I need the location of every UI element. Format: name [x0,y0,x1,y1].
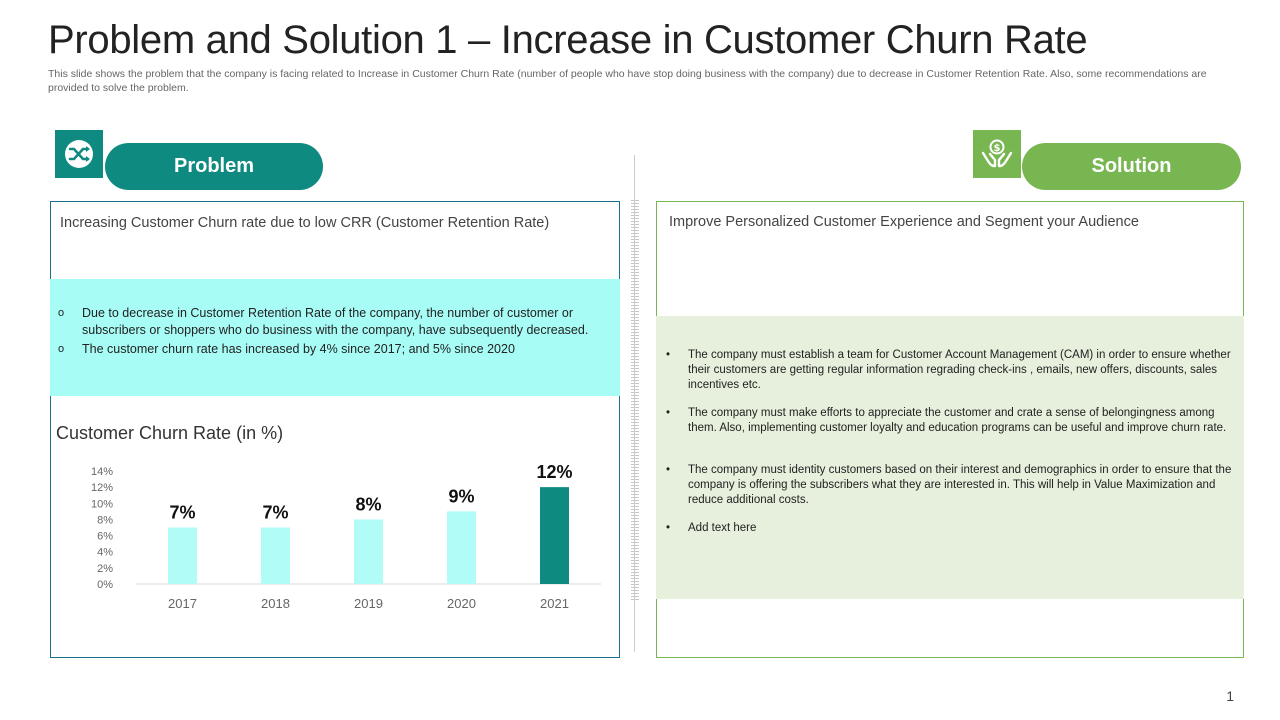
y-tick-label: 14% [91,466,113,478]
column-divider [631,155,639,652]
y-tick-label: 6% [97,531,113,543]
y-tick-label: 10% [91,498,113,510]
x-tick-label: 2019 [354,596,383,611]
y-tick-label: 12% [91,482,113,494]
hand-money-icon: $ [973,130,1021,178]
solution-bullet: • The company must make efforts to apprec… [666,407,1227,434]
y-tick-label: 4% [97,547,113,559]
chart-title: Customer Churn Rate (in %) [56,423,284,443]
bar-value-label: 12% [536,462,572,482]
problem-bullet: o The customer churn rate has increased b… [58,342,515,356]
problem-details-box: o Due to decrease in Customer Retention R… [50,279,620,396]
svg-text:$: $ [994,143,1001,154]
problem-label: Problem [105,143,323,190]
solution-heading: Improve Personalized Customer Experience… [669,214,1139,230]
bar-2020 [447,511,476,584]
solution-label: Solution [1022,143,1241,190]
slide-subtitle: This slide shows the problem that the co… [48,68,1207,94]
problem-bullet: o Due to decrease in Customer Retention R… [58,306,589,337]
bar-2018 [261,527,290,584]
solution-details-box: • The company must establish a team for C… [656,316,1244,599]
bar-value-label: 7% [262,503,288,523]
solution-panel: Improve Personalized Customer Experience… [656,201,1244,658]
bar-value-label: 8% [355,494,381,514]
slide-title: Problem and Solution 1 – Increase in Cus… [48,18,1088,62]
problem-heading: Increasing Customer Churn rate due to lo… [60,215,550,231]
bar-2021 [540,487,569,584]
shuffle-icon [55,130,103,178]
bar-2019 [354,519,383,584]
bar-value-label: 7% [169,503,195,523]
problem-panel: Increasing Customer Churn rate due to lo… [50,201,620,658]
bar-2017 [168,527,197,584]
solution-bullet: • The company must identity customers bas… [666,464,1232,506]
y-tick-label: 0% [97,579,113,591]
solution-bullet: • The company must establish a team for C… [666,349,1231,391]
y-tick-label: 8% [97,514,113,526]
x-tick-label: 2018 [261,596,290,611]
bar-value-label: 9% [448,486,474,506]
x-tick-label: 2021 [540,596,569,611]
y-tick-label: 2% [97,563,113,575]
x-tick-label: 2017 [168,596,197,611]
churn-rate-bar-chart: 0% 2% 4% 6% 8% 10% 12% 14% 7% 2017 7% 2018 8% 2019 9% 2… [91,462,601,611]
page-number: 1 [1226,688,1234,704]
x-tick-label: 2020 [447,596,476,611]
solution-bullet: • Add text here [666,522,757,534]
